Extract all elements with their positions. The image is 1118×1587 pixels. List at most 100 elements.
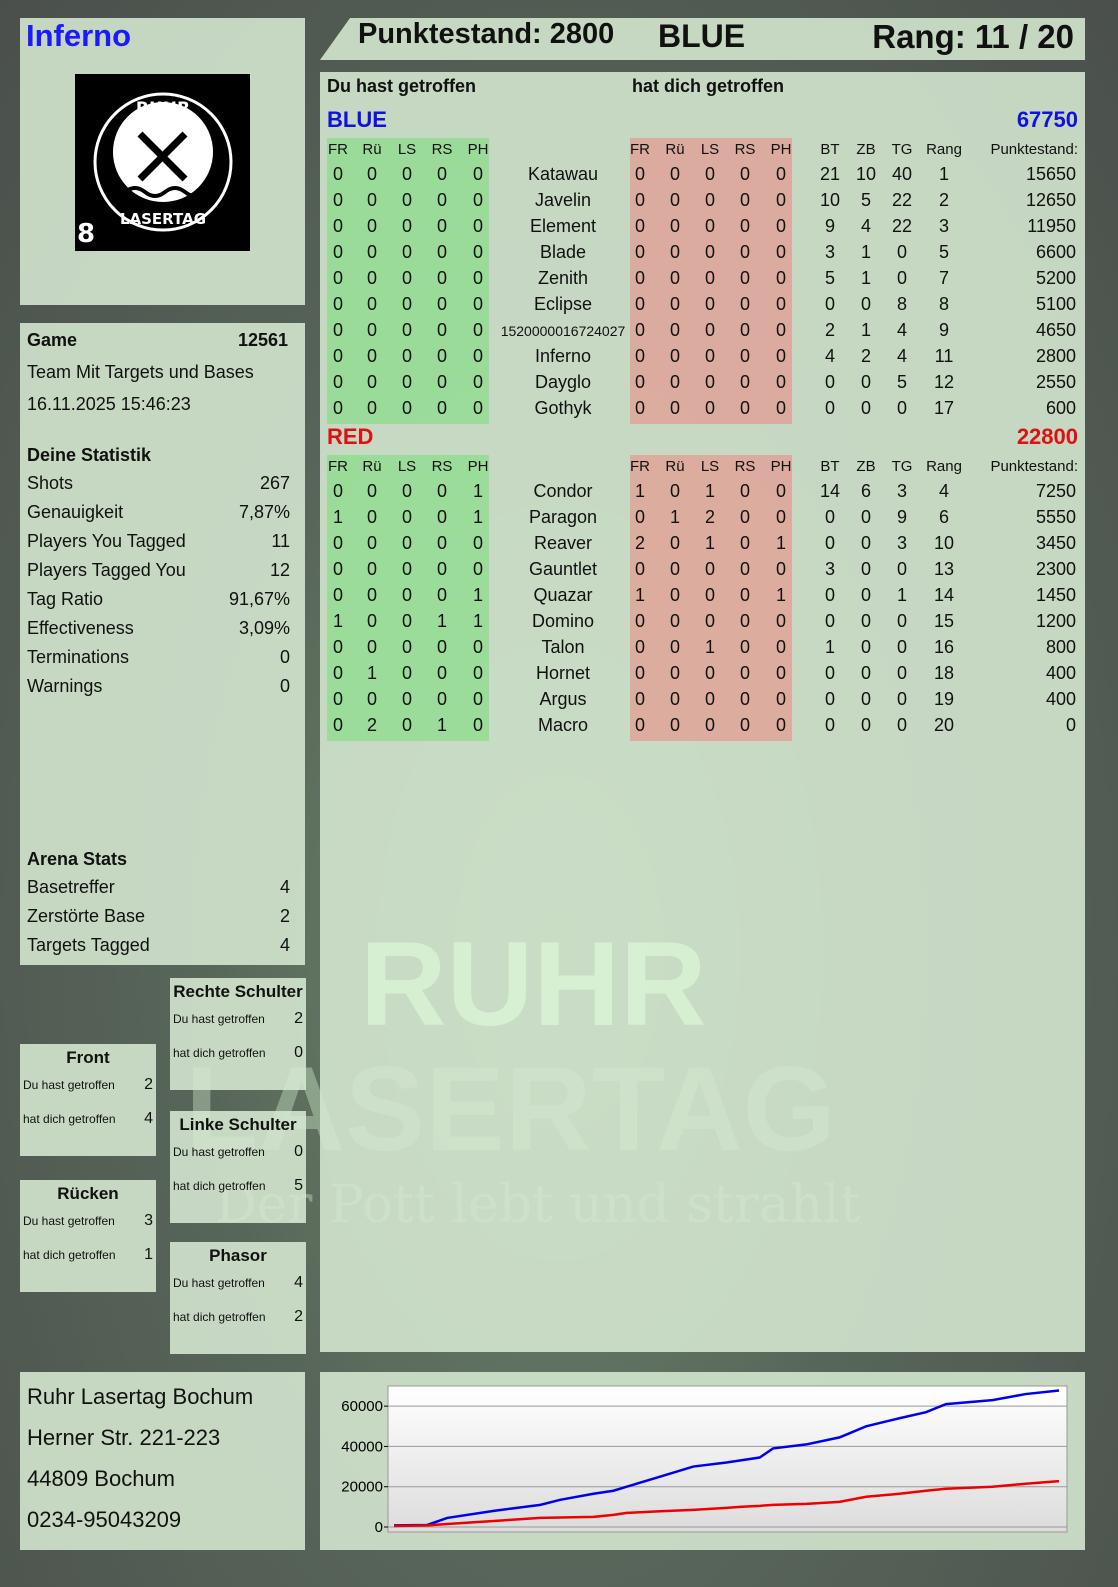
player-score: 400 xyxy=(1045,663,1076,683)
col-header: Rü xyxy=(665,458,685,475)
y-tick-label: 20000 xyxy=(341,1479,383,1496)
you-hit-value: 2 xyxy=(366,715,377,735)
hit-you-value: 0 xyxy=(669,585,680,605)
you-hit-value: 0 xyxy=(401,190,412,210)
hit-you-value: 0 xyxy=(704,268,715,288)
stat-value: 22 xyxy=(891,216,913,236)
you-hit-value: 0 xyxy=(401,611,412,631)
stat-value: 1 xyxy=(860,320,871,340)
hit-you-value: 0 xyxy=(634,689,645,709)
zone-you-label: Du hast getroffen xyxy=(173,1012,265,1026)
you-hit-value: 0 xyxy=(401,216,412,236)
player-name: Inferno xyxy=(534,346,592,366)
you-hit-value: 0 xyxy=(332,294,343,314)
hit-you-value: 0 xyxy=(634,611,645,631)
player-name: Macro xyxy=(537,715,588,735)
zone-title: Rechte Schulter xyxy=(173,982,303,1001)
you-hit-value: 0 xyxy=(332,533,343,553)
game-datetime: 16.11.2025 15:46:23 xyxy=(27,394,191,414)
you-hit-value: 0 xyxy=(401,164,412,184)
zone-you-value: 2 xyxy=(144,1076,153,1093)
you-hit-value: 0 xyxy=(332,689,343,709)
hit-you-value: 0 xyxy=(704,611,715,631)
hit-you-value: 0 xyxy=(775,481,786,501)
zone-ruecken: Rücken Du hast getroffen 3 hat dich getroff… xyxy=(20,1180,156,1292)
hit-you-value: 0 xyxy=(704,585,715,605)
hit-you-value: 0 xyxy=(739,507,750,527)
hit-you-value: 0 xyxy=(739,216,750,236)
zone-them-value: 1 xyxy=(144,1246,153,1263)
stat-label: Tag Ratio xyxy=(27,589,104,609)
stat-value: 0 xyxy=(824,663,835,683)
player-name: Reaver xyxy=(533,533,593,553)
player-name: Domino xyxy=(531,611,595,631)
hit-you-value: 0 xyxy=(739,481,750,501)
stat-value: 0 xyxy=(860,507,871,527)
stat-value: 5 xyxy=(896,372,907,392)
team-name-red: RED xyxy=(327,424,374,449)
score-chart: 0 20000 40000 60000 xyxy=(341,1385,1068,1536)
hit-you-value: 0 xyxy=(669,320,680,340)
team-total-blue: 67750 xyxy=(1016,107,1078,132)
stat-value: 3 xyxy=(896,481,907,501)
hit-you-value: 0 xyxy=(739,585,750,605)
col-header: PH xyxy=(467,458,489,475)
hit-you-value: 0 xyxy=(704,164,715,184)
col-header: LS xyxy=(700,141,720,158)
stat-value: 8 xyxy=(896,294,907,314)
you-hit-value: 0 xyxy=(332,268,343,288)
you-hit-value: 0 xyxy=(436,398,447,418)
zone-them-label: hat dich getroffen xyxy=(173,1046,266,1060)
hit-you-value: 0 xyxy=(739,242,750,262)
stat-value: 0 xyxy=(860,398,871,418)
you-hit-value: 0 xyxy=(401,346,412,366)
you-hit-value: 0 xyxy=(401,294,412,314)
zone-you-label: Du hast getroffen xyxy=(173,1276,265,1290)
zone-title: Front xyxy=(66,1048,110,1067)
hit-you-value: 0 xyxy=(739,268,750,288)
hit-you-value: 0 xyxy=(775,242,786,262)
zone-title: Linke Schulter xyxy=(179,1115,297,1134)
hit-you-value: 0 xyxy=(775,611,786,631)
stat-value: 0 xyxy=(896,663,907,683)
col-header: Punktestand: xyxy=(990,141,1078,158)
you-hit-value: 0 xyxy=(436,507,447,527)
you-hit-value: 0 xyxy=(401,663,412,683)
you-hit-value: 0 xyxy=(366,398,377,418)
hit-you-value: 0 xyxy=(739,637,750,657)
address-panel xyxy=(20,1372,305,1550)
hit-you-value: 1 xyxy=(704,637,715,657)
col-header: BT xyxy=(820,458,840,475)
hit-you-value: 1 xyxy=(669,507,680,527)
you-hit-value: 0 xyxy=(401,320,412,340)
player-name: Eclipse xyxy=(533,294,593,314)
stat-value: 267 xyxy=(259,473,290,493)
stat-value: 5 xyxy=(938,242,949,262)
zone-you-value: 4 xyxy=(294,1274,303,1291)
player-score: 4650 xyxy=(1035,320,1076,340)
hit-you-value: 2 xyxy=(704,507,715,527)
game-mode: Team Mit Targets und Bases xyxy=(27,362,254,382)
hit-you-value: 0 xyxy=(739,611,750,631)
col-header: ZB xyxy=(856,141,876,158)
hit-you-value: 0 xyxy=(634,663,645,683)
stat-value: 1 xyxy=(860,242,871,262)
player-name: Element xyxy=(529,216,597,236)
zone-them-label: hat dich getroffen xyxy=(23,1248,116,1262)
hit-you-value: 0 xyxy=(634,190,645,210)
hit-you-value: 0 xyxy=(775,268,786,288)
stat-value: 0 xyxy=(896,559,907,579)
you-hit-value: 0 xyxy=(436,320,447,340)
stat-value: 1 xyxy=(938,164,949,184)
y-tick-label: 60000 xyxy=(341,1398,383,1415)
zone-rechte-schulter: Rechte Schulter Du hast getroffen 2 hat dic… xyxy=(170,978,306,1090)
stats-heading: Deine Statistik xyxy=(27,445,152,465)
you-hit-value: 0 xyxy=(436,242,447,262)
you-hit-value: 0 xyxy=(436,190,447,210)
player-score: 12650 xyxy=(1025,190,1076,210)
player-score: 0 xyxy=(1065,715,1076,735)
zone-them-label: hat dich getroffen xyxy=(173,1310,266,1324)
stat-value: 13 xyxy=(933,559,955,579)
player-score: 15650 xyxy=(1025,164,1076,184)
you-hit-value: 0 xyxy=(401,398,412,418)
